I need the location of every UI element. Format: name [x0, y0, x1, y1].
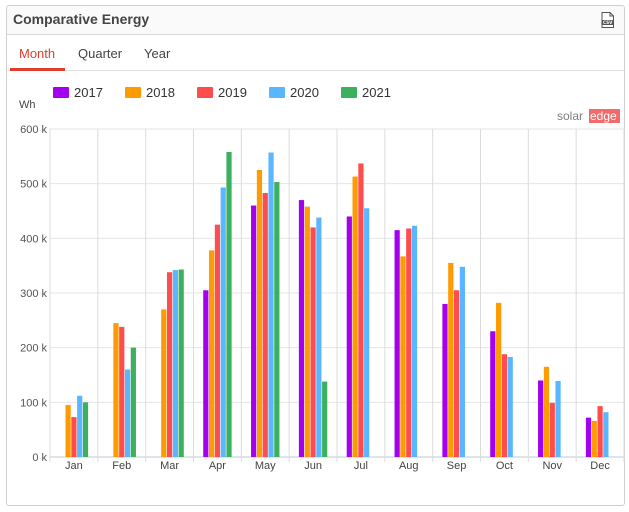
bar-2017-apr	[203, 290, 209, 457]
legend-swatch-2021	[341, 87, 357, 98]
bar-2019-aug	[406, 228, 412, 457]
bar-2019-may	[262, 192, 268, 457]
x-tick-label: Aug	[399, 460, 419, 472]
legend-label-2020: 2020	[290, 85, 319, 100]
bar-2019-oct	[501, 354, 508, 457]
bar-2019-jan	[71, 417, 77, 457]
y-tick-label: 500 k	[20, 179, 47, 191]
bar-2017-sep	[442, 303, 448, 457]
legend-label-2018: 2018	[146, 85, 175, 100]
bar-2020-jun	[316, 217, 322, 457]
tab-quarter[interactable]: Quarter	[78, 46, 123, 61]
brand-logo-accent	[589, 109, 620, 123]
svg-text:CSV: CSV	[603, 20, 613, 25]
x-tick-label: Nov	[542, 460, 562, 472]
x-tick-label: Mar	[160, 460, 179, 472]
x-tick-label: Sep	[447, 460, 467, 472]
bar-2019-feb	[119, 326, 125, 457]
bar-2018-jun	[304, 206, 310, 457]
x-tick-label: Apr	[209, 460, 226, 472]
x-tick-label: Jul	[354, 460, 368, 472]
bar-2019-mar	[166, 272, 173, 457]
tab-year[interactable]: Year	[144, 46, 171, 61]
widget-header: Comparative Energy CSV	[7, 6, 624, 35]
y-tick-label: 100 k	[20, 397, 47, 409]
bar-2018-feb	[113, 323, 119, 457]
csv-export-icon[interactable]: CSV	[601, 12, 614, 28]
bar-2020-feb	[124, 369, 131, 457]
bar-2018-aug	[400, 256, 406, 457]
bar-2017-jun	[298, 200, 305, 458]
bar-2020-mar	[172, 270, 178, 457]
bar-2019-jul	[358, 163, 364, 457]
legend-label-2019: 2019	[218, 85, 247, 100]
bar-2020-aug	[411, 225, 418, 457]
bar-2018-nov	[543, 366, 550, 457]
legend-swatch-2018	[125, 87, 141, 98]
bar-2021-jun	[322, 381, 328, 457]
bar-2020-jul	[364, 208, 370, 457]
bar-2017-aug	[394, 230, 400, 457]
tab-month[interactable]: Month	[19, 46, 56, 61]
bar-2019-jun	[310, 227, 316, 457]
bar-2018-oct	[496, 302, 502, 457]
bar-2018-jul	[352, 176, 358, 457]
brand-logo-text: solar	[557, 109, 583, 123]
bar-2021-apr	[226, 151, 232, 457]
bar-2018-jan	[65, 405, 71, 457]
bar-2019-apr	[214, 224, 221, 457]
active-tab-indicator	[10, 68, 65, 71]
bar-2020-may	[268, 152, 274, 458]
bar-2018-apr	[209, 250, 215, 457]
legend-swatch-2017	[53, 87, 69, 98]
bar-2019-nov	[549, 402, 555, 457]
bar-2020-jan	[77, 395, 83, 457]
bar-2021-may	[274, 182, 280, 457]
bar-2018-dec	[591, 420, 597, 457]
bar-2021-jan	[82, 402, 89, 457]
widget-title: Comparative Energy	[13, 11, 150, 27]
y-tick-label: 600 k	[20, 124, 47, 136]
bar-2020-dec	[603, 412, 609, 457]
bar-2018-may	[256, 170, 263, 457]
legend-swatch-2019	[197, 87, 213, 98]
bar-2018-sep	[448, 262, 454, 457]
bar-2017-may	[251, 205, 257, 457]
bar-2021-feb	[130, 347, 136, 457]
x-tick-label: Jun	[304, 460, 322, 472]
bar-2017-nov	[538, 380, 544, 457]
period-tabs: Month Quarter Year	[7, 34, 624, 71]
bar-2020-nov	[555, 381, 561, 457]
x-tick-label: Oct	[496, 460, 513, 472]
y-tick-label: 400 k	[20, 233, 47, 245]
bar-2019-sep	[453, 290, 460, 457]
bar-2020-sep	[459, 266, 465, 457]
legend-label-2021: 2021	[362, 85, 391, 100]
x-tick-label: Feb	[112, 460, 131, 472]
y-tick-label: 300 k	[20, 288, 47, 300]
x-tick-label: Jan	[65, 460, 83, 472]
x-tick-label: Dec	[590, 460, 610, 472]
bar-2020-apr	[220, 187, 226, 457]
bar-2017-dec	[585, 417, 592, 457]
bar-2020-oct	[507, 356, 513, 457]
bar-2019-dec	[597, 406, 603, 457]
bar-2018-mar	[161, 309, 167, 457]
y-tick-label: 200 k	[20, 343, 47, 355]
x-tick-label: May	[255, 460, 276, 472]
legend-label-2017: 2017	[74, 85, 103, 100]
legend-swatch-2020	[269, 87, 285, 98]
bar-2017-jul	[346, 216, 352, 457]
brand-logo-accent-text: edge	[590, 109, 617, 123]
y-axis-label: Wh	[19, 99, 36, 111]
bar-2017-oct	[490, 331, 496, 457]
y-tick-label: 0 k	[32, 452, 47, 464]
bar-2021-mar	[178, 269, 184, 457]
